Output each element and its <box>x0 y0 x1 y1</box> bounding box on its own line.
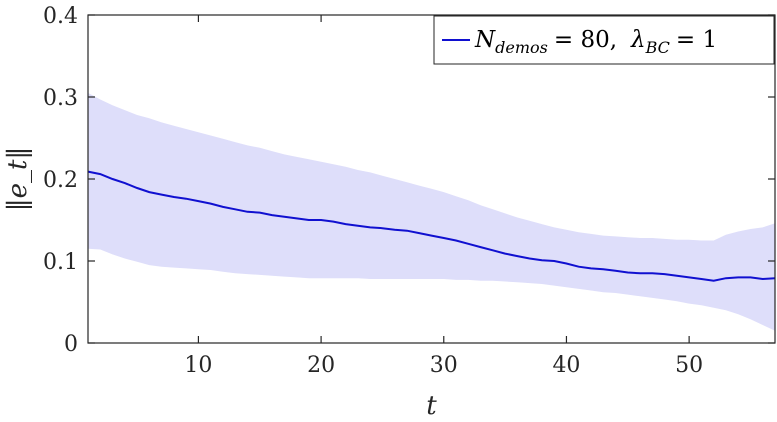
x-tick-label: 20 <box>307 353 335 378</box>
legend-n-subscript: demos <box>495 38 548 57</box>
legend-lambda-value: = 1 <box>676 27 717 53</box>
x-tick-label: 10 <box>184 353 212 378</box>
legend-label: Ndemos = 80, λBC = 1 <box>474 27 717 57</box>
y-tick-label: 0 <box>64 332 78 357</box>
legend-n-value: = 80, <box>554 27 617 53</box>
y-tick-label: 0.4 <box>43 4 78 29</box>
series-line <box>87 170 776 282</box>
band-layer <box>88 92 775 331</box>
x-tick-label: 50 <box>675 353 703 378</box>
y-tick-label: 0.1 <box>43 250 78 275</box>
confidence-band <box>88 92 775 331</box>
svg-text:‖e_t‖: ‖e_t‖ <box>3 147 33 212</box>
legend-box <box>433 15 775 65</box>
legend-n-symbol: N <box>474 27 496 53</box>
line-layer <box>87 170 776 282</box>
tick-layer: 10 20 30 40 50 0 0.1 0.2 0.3 0.4 <box>43 4 775 378</box>
legend: Ndemos = 80, λBC = 1 <box>433 15 775 65</box>
y-tick-label: 0.3 <box>43 86 78 111</box>
x-tick-label: 40 <box>552 353 580 378</box>
y-tick-label: 0.2 <box>43 168 78 193</box>
y-axis-label: ‖e_t‖ <box>3 147 33 212</box>
x-tick-label: 30 <box>430 353 458 378</box>
legend-lambda-symbol: λ <box>630 27 646 53</box>
x-axis-label: t <box>426 391 437 418</box>
legend-lambda-subscript: BC <box>645 38 670 57</box>
